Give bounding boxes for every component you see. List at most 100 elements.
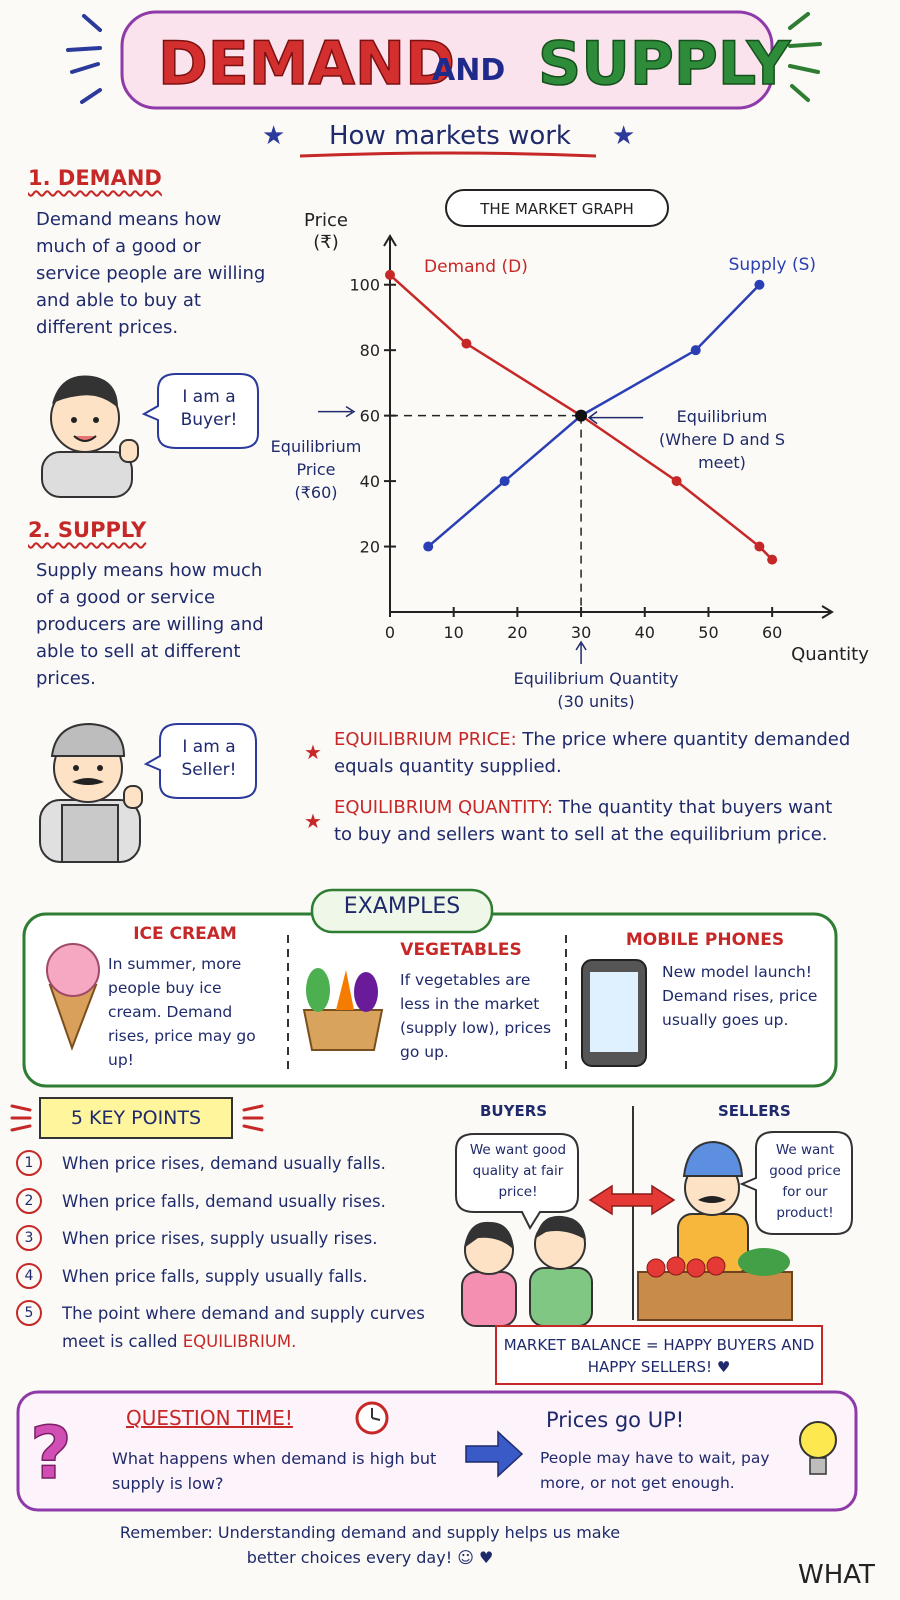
sellers-bubble: We want good price for our product!: [769, 1142, 841, 1221]
subtitle-underline: [299, 151, 597, 158]
buyer-bubble: I am a Buyer!: [180, 387, 238, 430]
series-point: [461, 338, 472, 349]
clock-icon: [355, 1401, 389, 1435]
buyer-bubble-shape: [455, 1133, 579, 1231]
series-point: [385, 269, 395, 280]
graph-title: THE MARKET GRAPH: [479, 200, 634, 218]
key-point-text: When price falls, demand usually rises.: [62, 1191, 386, 1211]
series-point: [499, 476, 510, 487]
star: ★: [304, 809, 322, 833]
key-points-title: 5 KEY POINTS: [70, 1107, 202, 1129]
corner-text: WHAT: [798, 1560, 875, 1590]
x-axis-label: Quantity: [791, 644, 869, 665]
series-point: [671, 476, 682, 487]
answer-arrow: [465, 1430, 524, 1478]
seller-bubble-shape: [143, 723, 257, 799]
key-point: When price rises, demand usually falls.: [62, 1150, 432, 1178]
answer-text: People may have to wait, pay more, or no…: [540, 1449, 770, 1492]
examples-title: EXAMPLES: [343, 894, 461, 919]
key-point-number: 1: [16, 1150, 42, 1176]
series-label: Demand (D): [424, 257, 528, 277]
key-point-number: 4: [16, 1262, 42, 1289]
graph-title-box: [445, 189, 669, 227]
key-point: When price falls, demand usually rises.: [62, 1188, 432, 1216]
seller-bubble-shape: [739, 1131, 853, 1235]
sellers-label: SELLERS: [718, 1102, 791, 1120]
x-tick-label: 40: [635, 623, 655, 642]
y-tick-label: 20: [360, 538, 380, 557]
y-tick-label: 100: [349, 276, 380, 295]
demand-heading: 1. DEMAND: [28, 166, 162, 190]
example-text: If vegetables are less in the market (su…: [400, 971, 552, 1061]
definition-text: The price where quantity demanded equals…: [334, 729, 851, 777]
key-point: The point where demand and supply curves…: [62, 1300, 432, 1356]
y-axis-label: Price (₹): [304, 210, 348, 253]
title-supply: SUPPLY: [538, 29, 792, 99]
x-tick-label: 0: [385, 623, 395, 642]
question-text: What happens when demand is high but sup…: [112, 1449, 437, 1493]
series-point: [754, 541, 765, 552]
title-and: AND: [432, 53, 505, 88]
star: ★: [262, 121, 285, 151]
bulb-icon: [799, 1421, 837, 1475]
y-tick-label: 80: [360, 341, 380, 360]
example-title: ICE CREAM: [133, 924, 237, 944]
y-tick-label: 60: [360, 407, 380, 426]
x-tick-label: 20: [507, 623, 527, 642]
x-axis-arrow: [821, 605, 834, 619]
key-point-text: When price rises, supply usually rises.: [62, 1229, 378, 1248]
example-text: In summer, more people buy ice cream. De…: [108, 955, 256, 1069]
key-point: When price falls, supply usually falls.: [62, 1263, 432, 1291]
supply-text: Supply means how much of a good or servi…: [36, 560, 264, 689]
annotation-arrow: [587, 411, 644, 425]
question-title: QUESTION TIME!: [126, 1406, 293, 1430]
series-point: [423, 541, 434, 552]
definition-term: EQUILIBRIUM QUANTITY:: [334, 797, 554, 818]
examples-title-box: [310, 888, 494, 934]
x-tick-label: 30: [571, 623, 591, 642]
buyer-bubble-shape: [141, 373, 259, 449]
star: ★: [612, 121, 635, 151]
question-frame: [16, 1390, 858, 1512]
definition: EQUILIBRIUM QUANTITY: The quantity that …: [334, 794, 854, 848]
demand-text: Demand means how much of a good or servi…: [36, 209, 266, 338]
equilibrium-point: [575, 409, 588, 422]
equilibrium-price-label: Equilibrium Price (₹60): [271, 437, 362, 502]
key-point: When price rises, supply usually rises.: [62, 1225, 432, 1253]
buyer-illustration: [41, 375, 139, 498]
market-graph: THE MARKET GRAPH Price (₹) Quantity 20 40 60 80…: [271, 200, 870, 711]
balance-box: [495, 1325, 823, 1385]
buyers-label: BUYERS: [480, 1102, 548, 1120]
x-tick-label: 60: [762, 623, 782, 642]
buyers-bubble: We want good quality at fair price!: [469, 1142, 567, 1200]
key-points-title-box: [39, 1097, 233, 1139]
y-axis-arrow: [383, 234, 397, 247]
definition-term: EQUILIBRIUM PRICE:: [334, 729, 517, 750]
key-point-text: The point where demand and supply curves…: [62, 1304, 425, 1351]
annotation-arrow: [575, 640, 587, 664]
key-point-number: 3: [16, 1225, 42, 1251]
definition-text: The quantity that buyers want to buy and…: [334, 797, 833, 845]
key-dashes: [10, 1104, 264, 1132]
title-frame: [120, 10, 774, 110]
example-title: MOBILE PHONES: [625, 930, 785, 950]
series-point: [767, 554, 778, 565]
series-point: [754, 279, 765, 290]
supply-heading: 2. SUPPLY: [28, 518, 147, 542]
question-mark: ?: [30, 1411, 72, 1495]
x-tick-label: 50: [698, 623, 718, 642]
annotation-arrow: [318, 406, 356, 418]
footer: Remember: Understanding demand and suppl…: [119, 1523, 621, 1567]
title-dashes-left: [66, 14, 102, 104]
star: ★: [304, 740, 322, 764]
phone-icon: [581, 959, 647, 1067]
title-dashes-right: [788, 12, 822, 102]
series-label: Supply (S): [729, 255, 816, 275]
x-tick-label: 10: [444, 623, 464, 642]
market-balance: MARKET BALANCE = HAPPY BUYERS AND HAPPY …: [503, 1336, 815, 1376]
key-point-number: 5: [16, 1300, 42, 1326]
